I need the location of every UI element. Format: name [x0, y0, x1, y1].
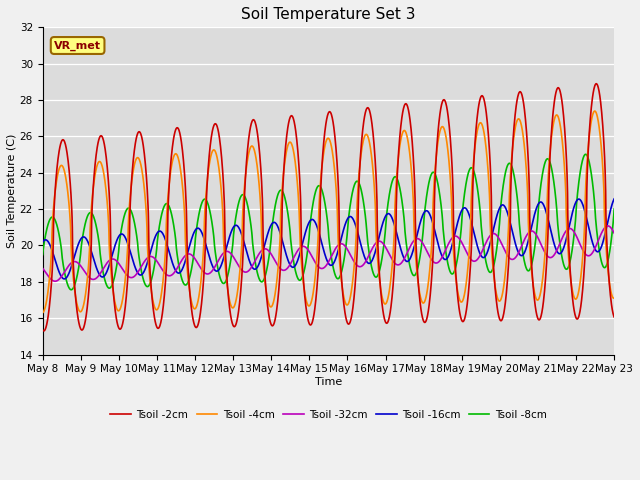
Tsoil -16cm: [198, 231, 206, 237]
Tsoil -32cm: [560, 232, 568, 238]
Tsoil -2cm: [495, 313, 502, 319]
Tsoil -16cm: [576, 196, 584, 202]
Line: Tsoil -32cm: Tsoil -32cm: [43, 226, 614, 281]
Tsoil -32cm: [346, 250, 353, 255]
Tsoil -4cm: [198, 267, 206, 273]
Tsoil -4cm: [591, 108, 598, 114]
Tsoil -16cm: [61, 276, 68, 282]
Line: Tsoil -4cm: Tsoil -4cm: [43, 111, 614, 312]
Tsoil -4cm: [345, 300, 353, 305]
Tsoil -32cm: [495, 235, 502, 241]
Tsoil -8cm: [495, 229, 502, 235]
Tsoil -8cm: [560, 262, 568, 268]
Tsoil -2cm: [593, 81, 600, 86]
Line: Tsoil -16cm: Tsoil -16cm: [43, 199, 614, 279]
Tsoil -16cm: [611, 196, 618, 202]
Tsoil -32cm: [51, 278, 59, 284]
Tsoil -16cm: [560, 244, 568, 250]
Text: VR_met: VR_met: [54, 40, 101, 50]
Tsoil -8cm: [611, 206, 618, 212]
Tsoil -8cm: [576, 173, 584, 179]
Tsoil -2cm: [560, 116, 568, 121]
Tsoil -2cm: [346, 321, 353, 327]
Line: Tsoil -2cm: Tsoil -2cm: [43, 84, 614, 331]
Tsoil -2cm: [611, 314, 618, 320]
Y-axis label: Soil Temperature (C): Soil Temperature (C): [7, 134, 17, 248]
Tsoil -8cm: [346, 210, 353, 216]
Tsoil -8cm: [358, 189, 365, 195]
X-axis label: Time: Time: [315, 377, 342, 387]
Tsoil -8cm: [198, 199, 206, 205]
Tsoil -32cm: [39, 265, 47, 271]
Tsoil -8cm: [67, 287, 75, 293]
Tsoil -4cm: [575, 284, 583, 290]
Tsoil -16cm: [346, 214, 353, 220]
Tsoil -4cm: [495, 298, 502, 303]
Tsoil -32cm: [576, 240, 584, 246]
Tsoil -32cm: [198, 267, 206, 273]
Tsoil -2cm: [198, 293, 206, 299]
Tsoil -4cm: [560, 152, 568, 158]
Tsoil -4cm: [611, 295, 618, 301]
Tsoil -2cm: [40, 328, 47, 334]
Tsoil -32cm: [604, 223, 612, 229]
Tsoil -2cm: [358, 138, 365, 144]
Tsoil -8cm: [582, 151, 589, 157]
Tsoil -4cm: [39, 310, 47, 315]
Legend: Tsoil -2cm, Tsoil -4cm, Tsoil -32cm, Tsoil -16cm, Tsoil -8cm: Tsoil -2cm, Tsoil -4cm, Tsoil -32cm, Tso…: [106, 406, 550, 424]
Tsoil -2cm: [576, 310, 584, 316]
Tsoil -16cm: [495, 207, 502, 213]
Tsoil -4cm: [358, 149, 365, 155]
Tsoil -2cm: [39, 327, 47, 333]
Tsoil -32cm: [358, 264, 365, 269]
Tsoil -32cm: [611, 230, 618, 236]
Line: Tsoil -8cm: Tsoil -8cm: [43, 154, 614, 290]
Tsoil -16cm: [358, 244, 365, 250]
Tsoil -8cm: [39, 252, 47, 257]
Tsoil -16cm: [39, 239, 47, 245]
Title: Soil Temperature Set 3: Soil Temperature Set 3: [241, 7, 415, 22]
